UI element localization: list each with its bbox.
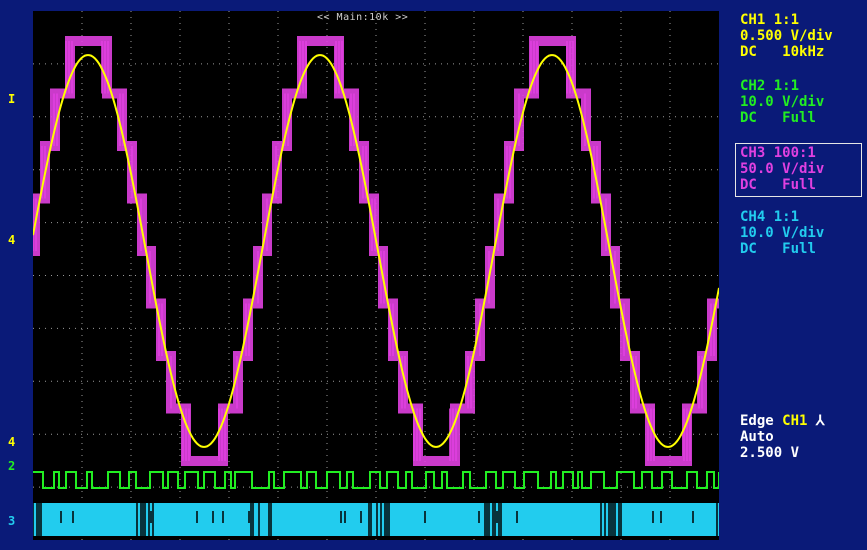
ch1-panel[interactable]: CH1 1:1 0.500 V/div DC 10kHz <box>740 12 862 60</box>
ch3-coupling: DC <box>740 177 757 193</box>
ch4-bandwidth: Full <box>782 241 816 257</box>
ch4-trace-band <box>33 503 719 536</box>
trigger-source: CH1 <box>782 413 808 429</box>
selected-channel-frame <box>735 143 862 197</box>
ch2-scale-label: 10.0 V/div <box>740 94 825 110</box>
channel-marker[interactable]: I <box>8 92 15 106</box>
trigger-mode: Auto <box>740 429 774 445</box>
ch3-scale-label: 50.0 V/div <box>740 161 825 177</box>
channel-markers: I 4 4 2 3 <box>8 92 15 528</box>
ch4-probe-label: CH4 1:1 <box>740 209 800 225</box>
trigger-type: Edge <box>740 413 774 429</box>
ch3-probe-label: CH3 100:1 <box>740 145 816 161</box>
ch2-bandwidth: Full <box>782 110 816 126</box>
ch2-panel[interactable]: CH2 1:1 10.0 V/div DC Full <box>740 78 862 126</box>
ch4-panel[interactable]: CH4 1:1 10.0 V/div DC Full <box>740 209 862 257</box>
trigger-type-row: Edge CH1 ⅄ <box>740 413 862 429</box>
ch1-coupling-row: DC 10kHz <box>740 44 862 60</box>
ch3-bandwidth: Full <box>782 177 816 193</box>
ch2-trace <box>33 471 720 489</box>
ch1-probe-label: CH1 1:1 <box>740 12 800 28</box>
ch2-coupling-row: DC Full <box>740 110 862 126</box>
ch3-panel[interactable]: CH3 100:1 50.0 V/div DC Full <box>740 145 862 193</box>
trigger-panel[interactable]: Edge CH1 ⅄ Auto 2.500 V <box>740 413 862 461</box>
ch1-trace <box>32 54 720 448</box>
ch3-trace <box>30 36 719 466</box>
ch4-coupling: DC <box>740 241 757 257</box>
ch2-coupling: DC <box>740 110 757 126</box>
waveform-plot-area <box>30 11 720 540</box>
falling-edge-icon: ⅄ <box>815 413 825 429</box>
ch4-trace-gaps <box>32 503 718 536</box>
ch1-bandwidth: 10kHz <box>782 44 825 60</box>
ch3-coupling-row: DC Full <box>740 177 862 193</box>
channel-marker[interactable]: 4 <box>8 435 15 449</box>
ch4-scale-label: 10.0 V/div <box>740 225 825 241</box>
ch1-coupling: DC <box>740 44 757 60</box>
channel-marker[interactable]: 3 <box>8 514 15 528</box>
ch2-probe-label: CH2 1:1 <box>740 78 800 94</box>
ch1-scale-label: 0.500 V/div <box>740 28 833 44</box>
channel-marker[interactable]: 4 <box>8 233 15 247</box>
waveform-plot <box>30 11 720 540</box>
trigger-level: 2.500 V <box>740 445 800 461</box>
ch4-coupling-row: DC Full <box>740 241 862 257</box>
timebase-label: << Main:10k >> <box>317 12 409 23</box>
channel-marker[interactable]: 2 <box>8 459 15 473</box>
